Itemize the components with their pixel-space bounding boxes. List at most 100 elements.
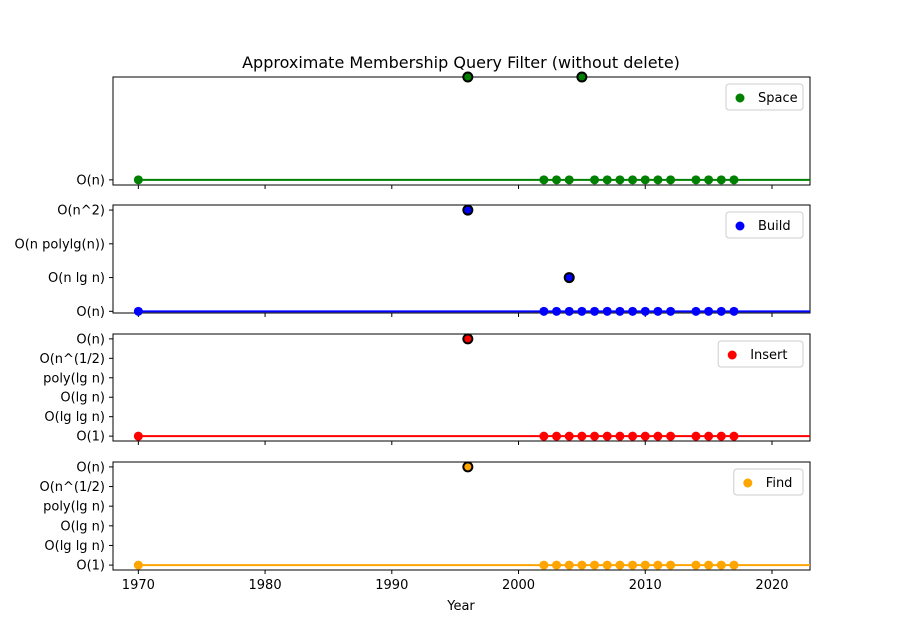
point-space-1996-1: [462, 71, 474, 83]
point-space-2009-9: [628, 175, 638, 185]
point-find-2009-9: [628, 560, 638, 570]
legend-label-space: Space: [758, 91, 798, 106]
point-insert-2014-13: [691, 431, 701, 441]
point-space-2015-14: [704, 175, 714, 185]
x-tick-label-2020: 2020: [755, 578, 788, 593]
y-tick-label-insert-2: O(lg n): [60, 391, 105, 406]
point-build-1970-0: [133, 306, 143, 316]
x-tick-label-1990: 1990: [375, 578, 408, 593]
y-tick-label-insert-0: O(1): [76, 430, 105, 445]
legend-label-find: Find: [766, 476, 793, 491]
point-build-2007-8: [602, 306, 612, 316]
point-space-2012-12: [666, 175, 676, 185]
point-space-2010-10: [640, 175, 650, 185]
legend-marker-insert: [727, 350, 737, 360]
point-build-2006-7: [590, 306, 600, 316]
y-tick-label-build-1: O(n lg n): [48, 271, 105, 286]
y-tick-label-insert-5: O(n): [76, 332, 105, 347]
legend-marker-build: [735, 221, 745, 231]
panel-find: O(1) O(lg lg n) O(lg n) poly(lg n) O(n^(1/2)…: [39, 460, 811, 593]
y-tick-label-find-2: O(lg n): [60, 519, 105, 534]
y-tick-label-find-1: O(lg lg n): [44, 539, 105, 554]
point-space-2016-15: [716, 175, 726, 185]
x-tick-label-2000: 2000: [502, 578, 535, 593]
point-build-2017-17: [729, 306, 739, 316]
point-find-2015-14: [704, 560, 714, 570]
point-build-2002-2: [539, 306, 549, 316]
point-find-2014-13: [691, 560, 701, 570]
point-find-1996-1: [462, 461, 474, 473]
point-insert-1996-1: [462, 333, 474, 345]
y-tick-label-build-2: O(n polylg(n)): [14, 237, 105, 252]
legend-marker-space: [735, 93, 745, 103]
point-build-2011-12: [653, 306, 663, 316]
legend-label-insert: Insert: [750, 348, 787, 363]
point-find-2011-11: [653, 560, 663, 570]
legend-box-space: [725, 83, 804, 111]
point-build-2003-3: [552, 306, 562, 316]
panel-insert: O(1) O(lg lg n) O(lg n) poly(lg n) O(n^(1/2)…: [39, 332, 811, 445]
point-insert-2006-6: [590, 431, 600, 441]
x-tick-label-2010: 2010: [629, 578, 662, 593]
point-build-2010-11: [640, 306, 650, 316]
point-find-2006-6: [590, 560, 600, 570]
point-insert-2017-16: [729, 431, 739, 441]
point-insert-2011-11: [653, 431, 663, 441]
point-insert-2010-10: [640, 431, 650, 441]
point-insert-2015-14: [704, 431, 714, 441]
x-tick-label-1980: 1980: [249, 578, 282, 593]
point-insert-2002-2: [539, 431, 549, 441]
legend-box-find: [733, 468, 804, 496]
y-tick-label-find-0: O(1): [76, 559, 105, 574]
point-build-2016-16: [716, 306, 726, 316]
point-space-2011-11: [653, 175, 663, 185]
point-space-2008-8: [615, 175, 625, 185]
legend-find: Find: [733, 468, 804, 496]
panel-frame-space: [112, 76, 811, 186]
point-find-2017-16: [729, 560, 739, 570]
point-build-2005-6: [577, 306, 587, 316]
x-tick-label-1970: 1970: [122, 578, 155, 593]
point-build-1996-1: [462, 204, 474, 216]
point-find-2007-7: [602, 560, 612, 570]
point-find-2016-15: [716, 560, 726, 570]
point-space-2004-4: [564, 175, 574, 185]
y-tick-label-find-3: poly(lg n): [43, 500, 105, 515]
point-find-2004-4: [564, 560, 574, 570]
point-insert-2012-12: [666, 431, 676, 441]
y-tick-label-find-4: O(n^(1/2): [39, 480, 105, 495]
point-space-2005-5: [576, 71, 588, 83]
point-insert-2005-5: [577, 431, 587, 441]
point-find-2003-3: [552, 560, 562, 570]
point-find-1970-0: [133, 560, 143, 570]
point-space-2007-7: [602, 175, 612, 185]
point-find-2008-8: [615, 560, 625, 570]
x-axis-label: Year: [446, 599, 475, 614]
point-build-2004-4: [563, 272, 575, 284]
legend-insert: Insert: [717, 340, 804, 368]
panel-frame-find: [112, 461, 811, 571]
y-tick-label-insert-1: O(lg lg n): [44, 410, 105, 425]
legend-box-insert: [717, 340, 804, 368]
y-tick-label-insert-4: O(n^(1/2): [39, 352, 105, 367]
chart-panels: O(n) Space O(n) O(n lg n) O(n polylg(n)) O(n^…: [14, 71, 811, 593]
chart-title: Approximate Membership Query Filter (wit…: [242, 53, 680, 72]
point-build-2004-5: [564, 306, 574, 316]
y-tick-label-build-3: O(n^2): [57, 204, 105, 219]
y-tick-label-find-5: O(n): [76, 460, 105, 475]
point-find-2012-12: [666, 560, 676, 570]
legend-space: Space: [725, 83, 804, 111]
point-space-2017-16: [729, 175, 739, 185]
point-space-2006-6: [590, 175, 600, 185]
point-find-2002-2: [539, 560, 549, 570]
point-build-2012-13: [666, 306, 676, 316]
panel-frame-insert: [112, 333, 811, 442]
legend-label-build: Build: [758, 219, 791, 234]
point-insert-2009-9: [628, 431, 638, 441]
point-insert-2016-15: [716, 431, 726, 441]
point-space-2014-13: [691, 175, 701, 185]
point-insert-2003-3: [552, 431, 562, 441]
point-insert-2007-7: [602, 431, 612, 441]
point-find-2005-5: [577, 560, 587, 570]
panel-build: O(n) O(n lg n) O(n polylg(n)) O(n^2) Build: [14, 204, 811, 320]
